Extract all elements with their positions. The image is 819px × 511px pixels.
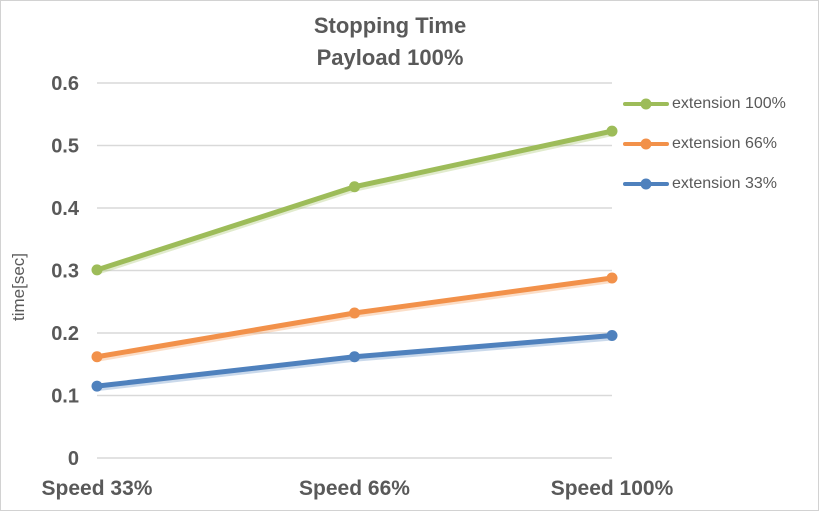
legend: extension 100% extension 66% extension 3… <box>623 92 786 212</box>
legend-item-extension-66: extension 66% <box>623 132 786 156</box>
legend-label: extension 100% <box>672 95 786 112</box>
y-tick-label: 0.3 <box>51 261 79 283</box>
data-point <box>91 351 103 363</box>
chart-title-line1: Stopping Time <box>313 13 467 38</box>
chart-title: Stopping Time Payload 100% <box>1 10 779 74</box>
legend-line-marker-icon <box>623 138 669 150</box>
legend-item-extension-100: extension 100% <box>623 92 786 116</box>
x-tick-label: Speed 100% <box>551 477 674 500</box>
series-line-shadow <box>95 132 614 275</box>
data-point <box>606 125 618 137</box>
legend-line-marker-icon <box>623 98 669 110</box>
data-point <box>606 272 618 284</box>
y-tick-label: 0.6 <box>51 73 79 95</box>
legend-dot-icon <box>640 178 652 190</box>
y-tick-label: 0.1 <box>51 386 79 408</box>
series-line-shadow <box>95 279 614 362</box>
x-tick-label: Speed 66% <box>299 477 410 500</box>
legend-item-extension-33: extension 33% <box>623 172 786 196</box>
data-point <box>349 307 360 319</box>
data-point <box>606 330 618 341</box>
legend-dot-icon <box>640 98 652 110</box>
data-point <box>91 380 103 392</box>
data-point <box>349 351 360 363</box>
chart-title-line2: Payload 100% <box>316 45 464 70</box>
y-tick-label: 0.4 <box>51 198 80 220</box>
x-tick-label: Speed 33% <box>42 477 153 500</box>
legend-label: extension 33% <box>672 175 777 192</box>
legend-dot-icon <box>640 138 652 150</box>
y-tick-label: 0.2 <box>51 323 79 345</box>
data-point <box>91 264 103 276</box>
y-tick-label: 0.5 <box>51 136 79 158</box>
data-point <box>349 181 360 193</box>
legend-line-marker-icon <box>623 178 669 190</box>
y-tick-label: 0 <box>68 448 79 470</box>
legend-label: extension 66% <box>672 135 777 152</box>
